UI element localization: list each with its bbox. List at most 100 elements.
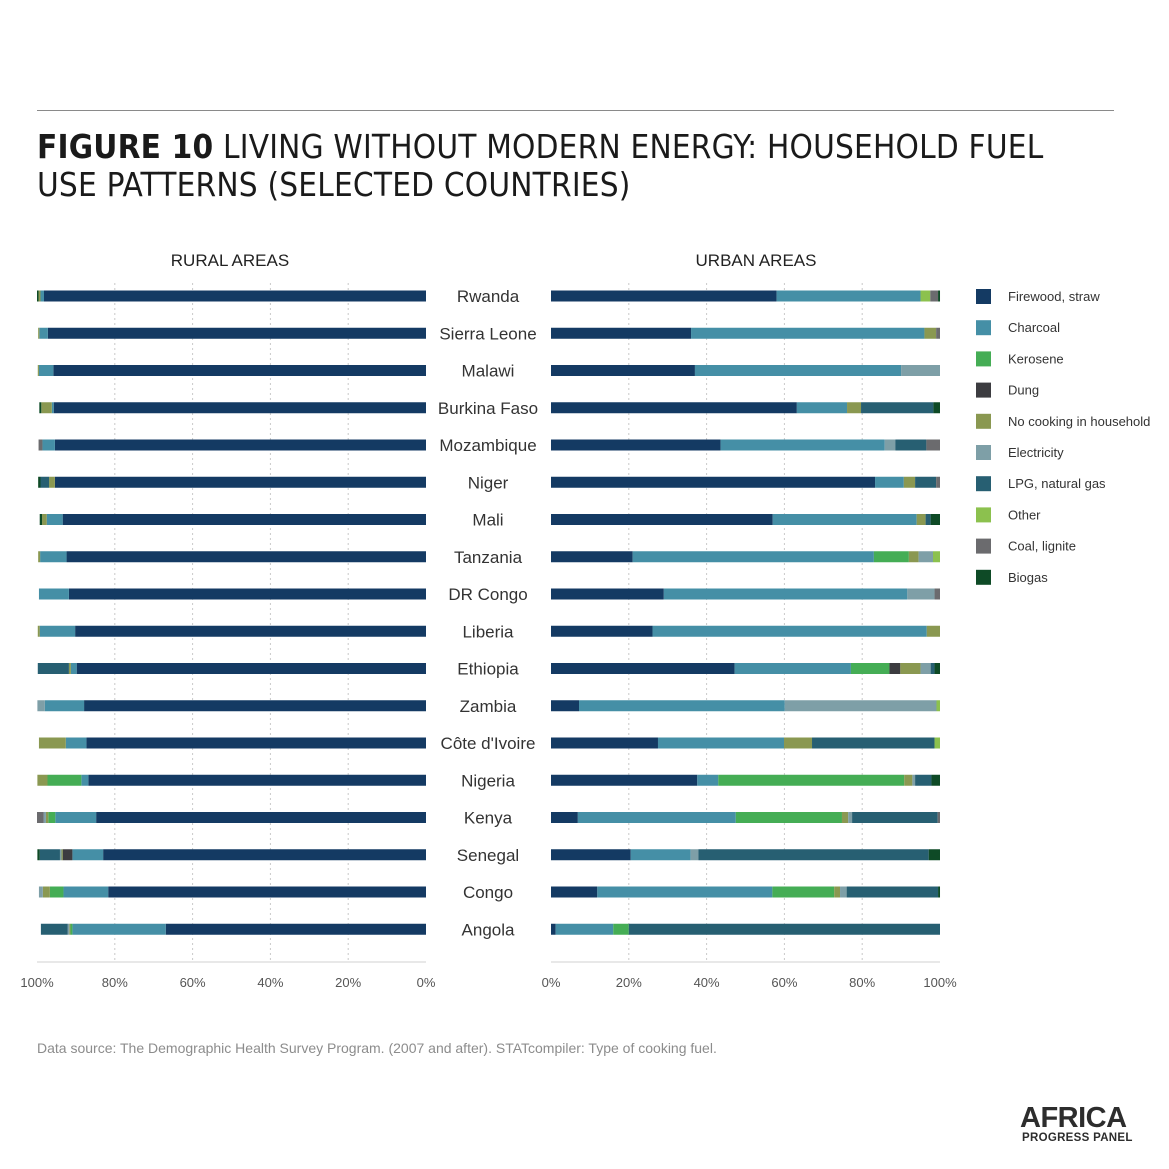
urban-bar-nigeria-kerosene	[718, 774, 905, 786]
country-label-liberia: Liberia	[462, 622, 514, 641]
urban-bar-nigeria-firewood-straw	[551, 774, 698, 786]
rural-bar-senegal-charcoal	[72, 849, 104, 861]
urban-bar-mozambique-lpg-natural-gas	[895, 439, 927, 451]
urban-bar-liberia-no-cooking-in-household	[926, 625, 940, 637]
rural-tick-label: 100%	[20, 975, 54, 990]
urban-bar-sierra-leone-coal-lignite	[936, 327, 940, 339]
urban-bar-congo-firewood-straw	[551, 886, 598, 898]
urban-bar-mali-lpg-natural-gas	[925, 514, 931, 525]
urban-bar-sierra-leone-no-cooking-in-household	[924, 327, 937, 339]
urban-bar-kenya-no-cooking-in-household	[841, 812, 849, 823]
urban-bar-congo-charcoal	[597, 886, 773, 898]
legend-swatch-charcoal	[976, 320, 991, 336]
country-label-senegal: Senegal	[457, 846, 519, 865]
rural-bar-mali-firewood-straw	[62, 514, 427, 525]
urban-bar-tanzania-charcoal	[632, 551, 874, 563]
urban-bar-senegal-electricity	[690, 849, 699, 861]
rural-bar-malawi-charcoal	[38, 365, 54, 376]
urban-bar-rwanda-biogas	[938, 290, 941, 302]
urban-bar-c-te-d-ivoire-lpg-natural-gas	[812, 737, 935, 749]
rural-bar-angola-charcoal	[72, 923, 166, 935]
country-label-mali: Mali	[472, 511, 503, 530]
rural-bar-ethiopia-firewood-straw	[76, 663, 427, 674]
rural-bar-liberia-charcoal	[39, 625, 76, 637]
urban-bar-mozambique-charcoal	[720, 439, 885, 451]
urban-tick-label: 20%	[616, 975, 642, 990]
rural-bar-ethiopia-charcoal	[70, 663, 77, 674]
urban-bar-tanzania-no-cooking-in-household	[908, 551, 919, 563]
rural-bar-senegal-dung	[62, 849, 73, 861]
urban-bar-ethiopia-no-cooking-in-household	[900, 663, 921, 674]
urban-bar-congo-lpg-natural-gas	[846, 886, 939, 898]
urban-bar-kenya-coal-lignite	[937, 812, 940, 823]
country-label-congo: Congo	[463, 883, 513, 902]
figure-title: FIGURE 10 LIVING WITHOUT MODERN ENERGY: …	[37, 128, 1097, 204]
rural-bar-senegal-firewood-straw	[103, 849, 426, 861]
country-label-mozambique: Mozambique	[439, 436, 536, 455]
urban-bar-nigeria-electricity	[912, 774, 916, 786]
urban-bar-zambia-firewood-straw	[551, 700, 580, 712]
legend-label-other: Other	[1008, 507, 1041, 522]
urban-bar-burkina-faso-firewood-straw	[551, 402, 797, 414]
urban-bar-ethiopia-firewood-straw	[551, 663, 735, 674]
top-rule	[37, 110, 1114, 111]
urban-bar-niger-charcoal	[875, 476, 904, 488]
rural-bar-mali-charcoal	[46, 514, 63, 525]
africa-progress-panel-logo: AFRICA PROGRESS PANEL	[1020, 1103, 1150, 1153]
country-label-nigeria: Nigeria	[461, 771, 515, 790]
legend-swatch-kerosene	[976, 351, 991, 367]
rural-bar-dr-congo-firewood-straw	[68, 588, 427, 600]
rural-bar-c-te-d-ivoire-charcoal	[65, 737, 87, 749]
rural-bar-rwanda-firewood-straw	[44, 290, 426, 302]
source-note: Data source: The Demographic Health Surv…	[37, 1040, 717, 1056]
urban-bar-malawi-firewood-straw	[551, 365, 695, 376]
urban-bar-tanzania-firewood-straw	[551, 551, 633, 563]
rural-bar-senegal-lpg-natural-gas	[39, 849, 60, 861]
legend-label-biogas: Biogas	[1008, 570, 1048, 585]
legend-label-electricity: Electricity	[1008, 445, 1064, 460]
legend-label-charcoal: Charcoal	[1008, 320, 1060, 335]
urban-bar-mozambique-electricity	[884, 439, 896, 451]
urban-bar-c-te-d-ivoire-firewood-straw	[551, 737, 658, 749]
rural-bar-senegal-no-cooking-in-household	[61, 849, 63, 861]
urban-bar-burkina-faso-biogas	[933, 402, 940, 414]
rural-bar-malawi-no-cooking-in-household	[37, 365, 39, 376]
rural-bar-senegal-electricity	[59, 849, 62, 861]
urban-bar-liberia-firewood-straw	[551, 625, 653, 637]
urban-bar-dr-congo-electricity	[907, 588, 935, 600]
rural-bar-burkina-faso-biogas	[39, 402, 42, 414]
urban-tick-label: 80%	[849, 975, 875, 990]
urban-bar-angola-charcoal	[555, 923, 614, 935]
urban-bar-congo-electricity	[840, 886, 847, 898]
urban-bar-mozambique-firewood-straw	[551, 439, 721, 451]
figure-label: FIGURE 10	[37, 127, 214, 166]
rural-bar-kenya-electricity	[43, 812, 46, 823]
rural-bar-kenya-charcoal	[55, 812, 97, 823]
urban-bar-rwanda-charcoal	[776, 290, 921, 302]
urban-bar-ethiopia-kerosene	[850, 663, 890, 674]
urban-bar-ethiopia-lpg-natural-gas	[930, 663, 935, 674]
rural-bar-c-te-d-ivoire-no-cooking-in-household	[38, 737, 66, 749]
urban-bar-angola-firewood-straw	[551, 923, 556, 935]
urban-bar-rwanda-coal-lignite	[930, 290, 939, 302]
urban-tick-label: 100%	[923, 975, 957, 990]
urban-bar-kenya-electricity	[848, 812, 853, 823]
legend-label-kerosene: Kerosene	[1008, 351, 1064, 366]
urban-bar-mali-firewood-straw	[551, 514, 773, 525]
country-label-zambia: Zambia	[460, 697, 517, 716]
urban-bar-malawi-charcoal	[694, 365, 902, 376]
rural-bar-niger-lpg-natural-gas	[40, 476, 50, 488]
urban-bar-burkina-faso-no-cooking-in-household	[847, 402, 862, 414]
rural-bar-angola-kerosene	[70, 923, 73, 935]
urban-bar-sierra-leone-firewood-straw	[551, 327, 692, 339]
rural-bar-liberia-firewood-straw	[75, 625, 427, 637]
urban-bar-angola-kerosene	[613, 923, 629, 935]
rural-bar-zambia-electricity	[37, 700, 45, 712]
rural-bar-kenya-no-cooking-in-household	[45, 812, 49, 823]
legend-label-lpg-natural-gas: LPG, natural gas	[1008, 476, 1106, 491]
urban-bar-niger-no-cooking-in-household	[903, 476, 916, 488]
rural-tick-label: 40%	[257, 975, 283, 990]
urban-bar-senegal-charcoal	[630, 849, 691, 861]
rural-bar-tanzania-firewood-straw	[66, 551, 426, 563]
